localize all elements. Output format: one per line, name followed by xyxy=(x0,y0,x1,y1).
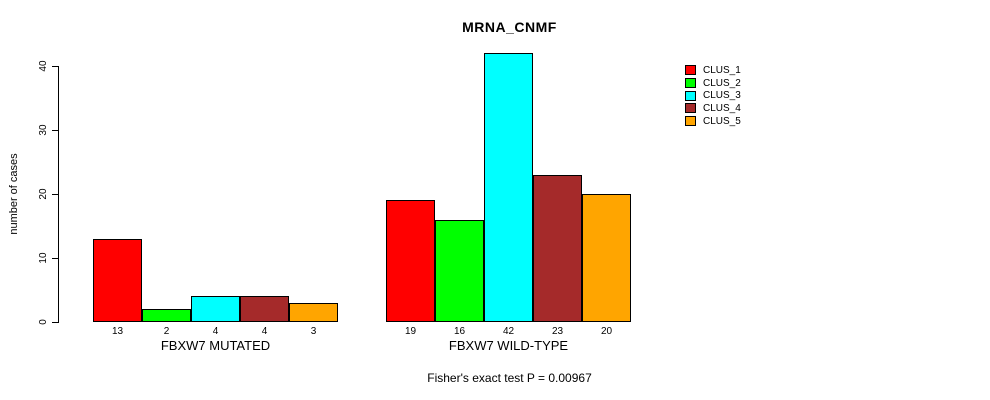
bar-value-clus_4-group2: 23 xyxy=(551,326,564,337)
legend-label-clus_5: CLUS_5 xyxy=(703,115,741,127)
legend-item-clus_4: CLUS_4 xyxy=(685,102,741,115)
bar-value-clus_4-group1: 4 xyxy=(261,326,268,337)
bar-clus_5-group1 xyxy=(289,303,338,322)
bar-value-clus_5-group1: 3 xyxy=(310,326,317,337)
bar-value-clus_1-group2: 19 xyxy=(404,326,417,337)
legend-swatch-clus_3 xyxy=(685,90,696,101)
y-tick-label-30: 30 xyxy=(38,124,49,136)
bar-value-clus_5-group2: 20 xyxy=(600,326,613,337)
legend-swatch-clus_4 xyxy=(685,103,696,114)
bar-clus_2-group2 xyxy=(435,220,484,322)
legend: CLUS_1 CLUS_2 CLUS_3 CLUS_4 CLUS_5 xyxy=(685,64,741,127)
y-tick-label-0: 0 xyxy=(38,319,49,325)
legend-swatch-clus_1 xyxy=(685,65,696,76)
legend-label-clus_4: CLUS_4 xyxy=(703,102,741,114)
bar-value-clus_1-group1: 13 xyxy=(111,326,124,337)
y-tick-label-20: 20 xyxy=(38,188,49,200)
y-tick-10 xyxy=(52,258,59,259)
bar-clus_1-group2 xyxy=(386,200,435,322)
group-label-wild-type: FBXW7 WILD-TYPE xyxy=(448,338,569,353)
bar-clus_3-group2 xyxy=(484,53,533,322)
bar-clus_4-group1 xyxy=(240,296,289,322)
bar-value-clus_2-group1: 2 xyxy=(163,326,170,337)
bar-clus_2-group1 xyxy=(142,309,191,322)
bar-clus_3-group1 xyxy=(191,296,240,322)
legend-label-clus_1: CLUS_1 xyxy=(703,64,741,76)
legend-item-clus_3: CLUS_3 xyxy=(685,89,741,102)
legend-item-clus_5: CLUS_5 xyxy=(685,115,741,128)
y-tick-label-10: 10 xyxy=(38,252,49,264)
y-tick-20 xyxy=(52,194,59,195)
bar-value-clus_3-group2: 42 xyxy=(502,326,515,337)
bar-value-clus_2-group2: 16 xyxy=(453,326,466,337)
chart-title: MRNA_CNMF xyxy=(462,19,557,35)
bar-clus_4-group2 xyxy=(533,175,582,322)
y-tick-0 xyxy=(52,322,59,323)
y-tick-30 xyxy=(52,130,59,131)
bar-value-clus_3-group1: 4 xyxy=(212,326,219,337)
y-axis-title: number of cases xyxy=(8,153,20,235)
legend-item-clus_2: CLUS_2 xyxy=(685,77,741,90)
y-tick-label-40: 40 xyxy=(38,60,49,72)
y-tick-40 xyxy=(52,66,59,67)
fisher-test-annotation: Fisher's exact test P = 0.00967 xyxy=(427,371,592,385)
legend-swatch-clus_2 xyxy=(685,78,696,89)
group-label-mutated: FBXW7 MUTATED xyxy=(160,338,271,353)
bar-clus_5-group2 xyxy=(582,194,631,322)
bar-clus_1-group1 xyxy=(93,239,142,322)
legend-label-clus_3: CLUS_3 xyxy=(703,90,741,102)
legend-item-clus_1: CLUS_1 xyxy=(685,64,741,77)
legend-swatch-clus_5 xyxy=(685,116,696,127)
legend-label-clus_2: CLUS_2 xyxy=(703,77,741,89)
